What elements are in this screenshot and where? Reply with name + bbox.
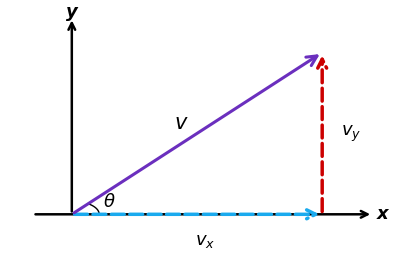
- Text: θ: θ: [104, 193, 115, 211]
- Text: x: x: [377, 205, 388, 223]
- Text: y: y: [66, 3, 78, 21]
- Text: $\mathbf{\mathit{v}}_y$: $\mathbf{\mathit{v}}_y$: [341, 123, 362, 144]
- Text: $\mathbf{\mathit{v}}_x$: $\mathbf{\mathit{v}}_x$: [195, 232, 215, 250]
- Text: $\mathbf{\mathit{v}}$: $\mathbf{\mathit{v}}$: [174, 113, 189, 133]
